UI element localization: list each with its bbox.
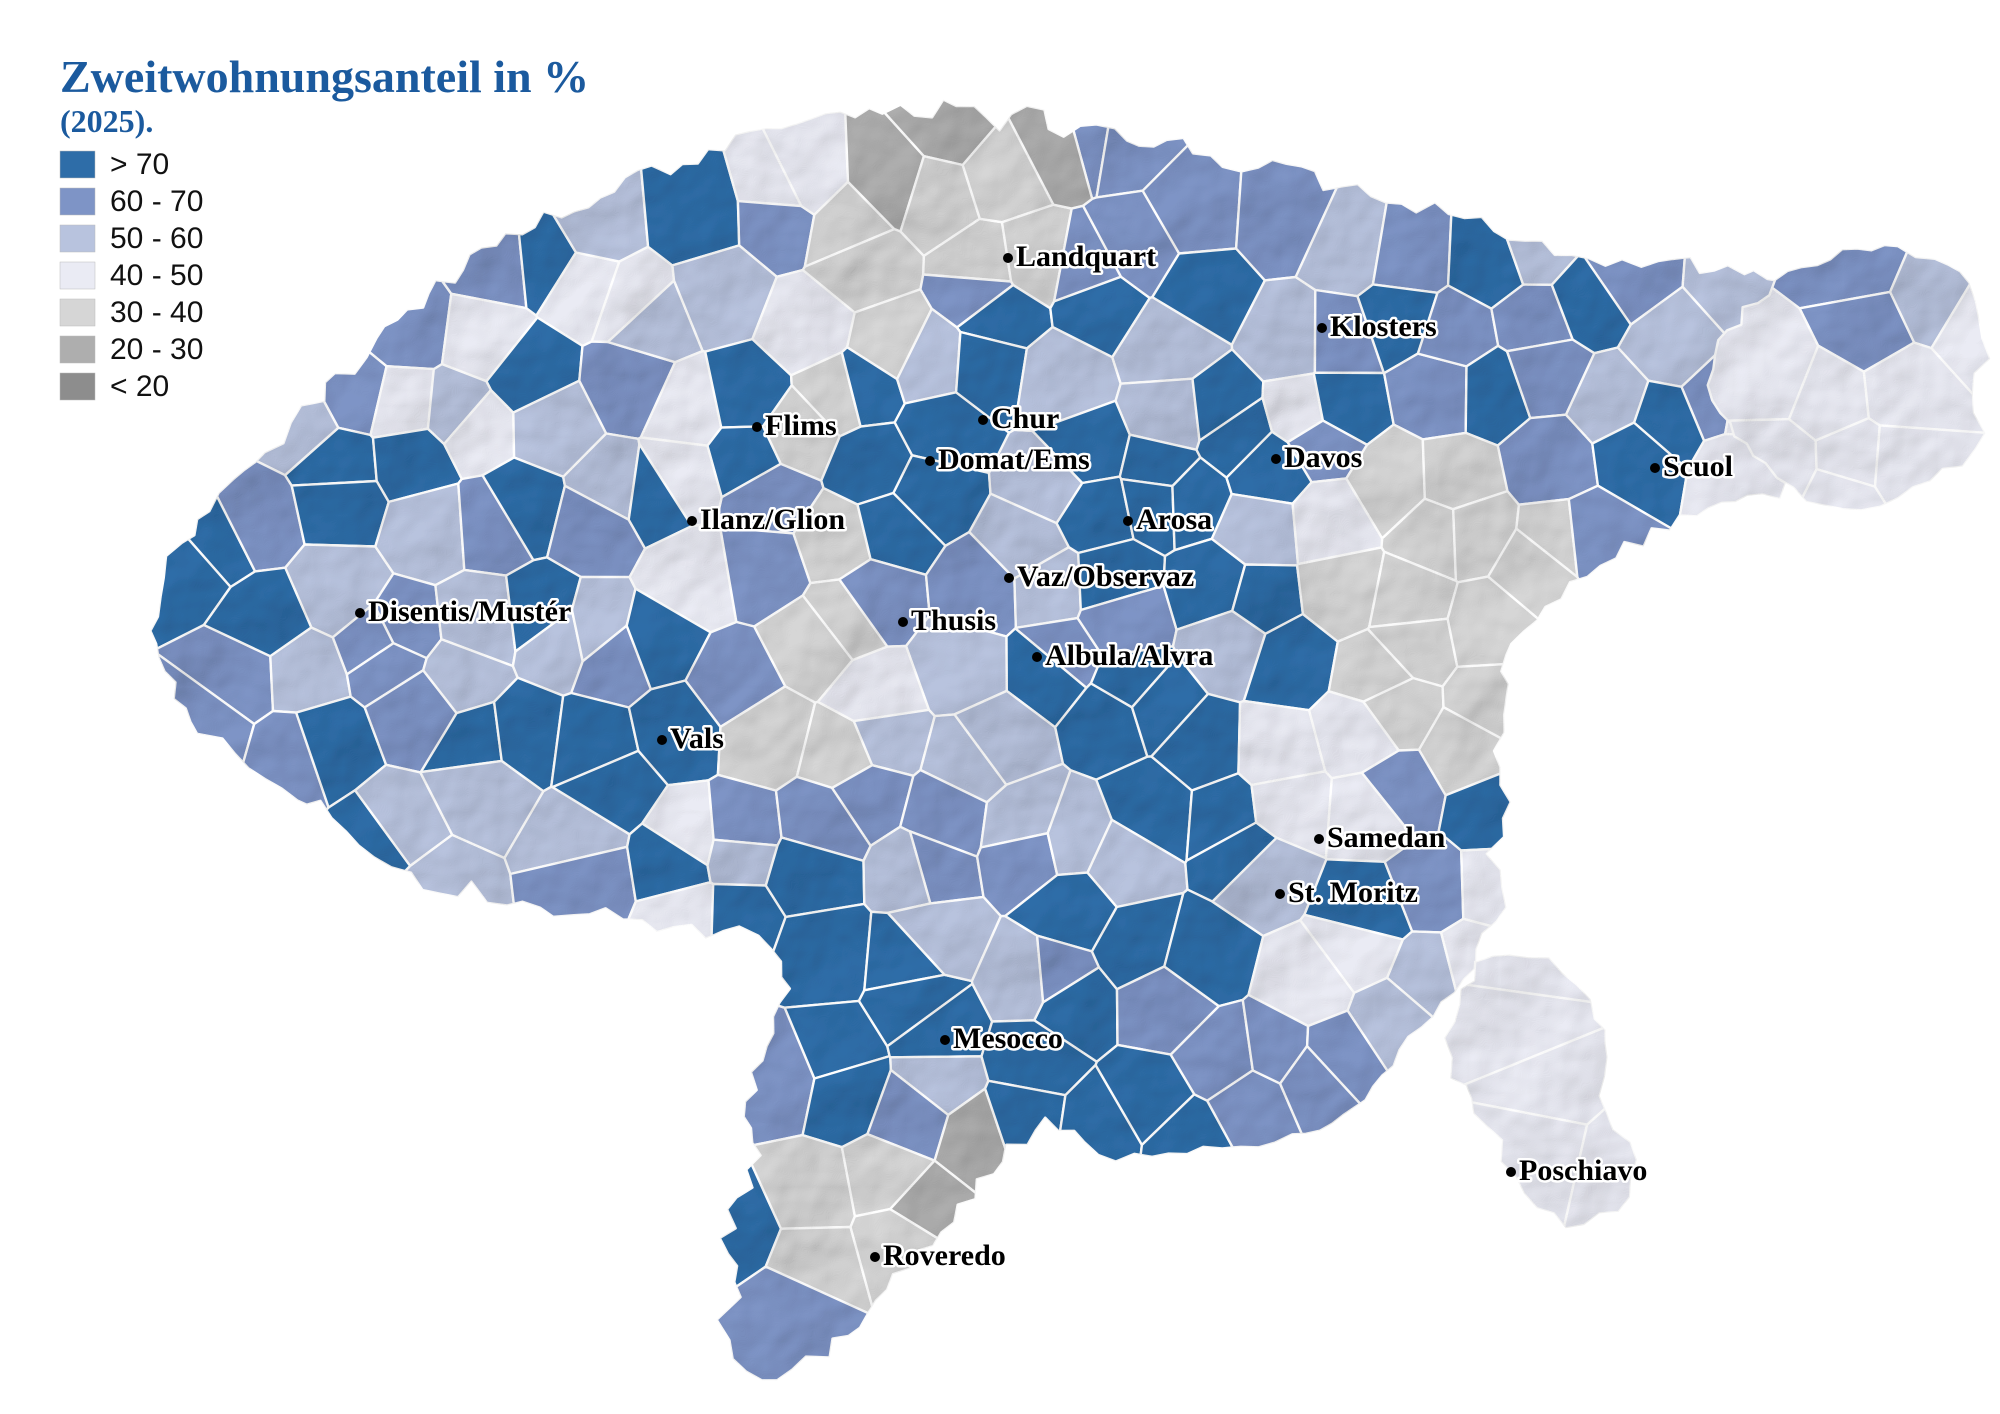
svg-text:Ilanz/Glion: Ilanz/Glion xyxy=(700,503,845,536)
svg-text:Mesocco: Mesocco xyxy=(953,1022,1063,1055)
svg-text:20 - 30: 20 - 30 xyxy=(110,333,203,366)
svg-text:Landquart: Landquart xyxy=(1016,240,1156,273)
svg-text:St. Moritz: St. Moritz xyxy=(1288,876,1418,909)
svg-text:Chur: Chur xyxy=(991,402,1059,435)
svg-text:Samedan: Samedan xyxy=(1327,821,1446,854)
svg-text:> 70: > 70 xyxy=(110,148,169,181)
svg-text:Zweitwohnungsanteil in %: Zweitwohnungsanteil in % xyxy=(60,51,589,102)
svg-text:Vaz/Observaz: Vaz/Observaz xyxy=(1017,560,1194,593)
svg-text:Thusis: Thusis xyxy=(911,604,996,637)
svg-text:40 - 50: 40 - 50 xyxy=(110,259,203,292)
svg-text:30 - 40: 30 - 40 xyxy=(110,296,203,329)
svg-text:< 20: < 20 xyxy=(110,370,169,403)
svg-text:Poschiavo: Poschiavo xyxy=(1519,1154,1647,1187)
svg-text:Disentis/Mustér: Disentis/Mustér xyxy=(368,595,571,628)
svg-text:Arosa: Arosa xyxy=(1136,503,1212,536)
svg-text:Domat/Ems: Domat/Ems xyxy=(938,443,1090,476)
svg-text:Klosters: Klosters xyxy=(1330,310,1437,343)
svg-text:Scuol: Scuol xyxy=(1663,450,1733,483)
svg-text:Roveredo: Roveredo xyxy=(883,1239,1006,1272)
svg-text:Flims: Flims xyxy=(765,409,837,442)
svg-text:Davos: Davos xyxy=(1284,441,1362,474)
svg-text:Albula/Alvra: Albula/Alvra xyxy=(1045,639,1213,672)
svg-text:(2025).: (2025). xyxy=(60,103,153,139)
svg-text:60 - 70: 60 - 70 xyxy=(110,185,203,218)
svg-text:50 - 60: 50 - 60 xyxy=(110,222,203,255)
svg-text:Vals: Vals xyxy=(670,722,724,755)
